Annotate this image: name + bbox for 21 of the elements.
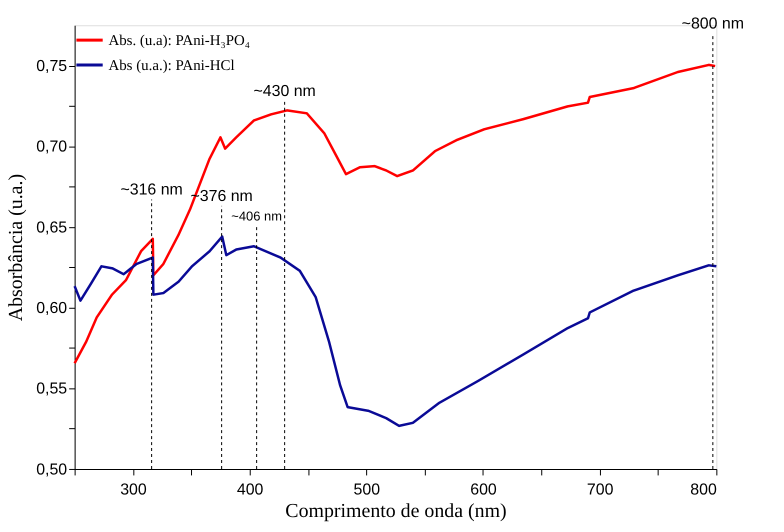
x-tick-label: 500 [354, 481, 380, 498]
y-tick-label: 0,50 [36, 461, 68, 478]
legend-label: Abs (u.a.): PAni-HCl [108, 58, 235, 74]
x-tick-label: 700 [586, 481, 614, 498]
y-tick-label: 0,65 [36, 219, 68, 236]
legend-label: Abs. (u.a): PAni-H₃PO₄ [108, 33, 250, 50]
annotation: ~800 nm [682, 15, 744, 32]
y-axis-title: Absorbância (u.a.) [5, 174, 28, 322]
y-tick-label: 0,55 [36, 380, 68, 398]
y-tick-label: 0,70 [36, 138, 68, 156]
x-tick-label: 400 [236, 481, 264, 498]
x-tick-label: 600 [470, 481, 497, 498]
y-tick-label: 0,75 [36, 58, 68, 76]
line-series [73, 235, 718, 428]
annotation: ~406 nm [231, 208, 282, 224]
y-tick-label: 0,60 [36, 300, 68, 318]
annotation: ~316 nm [120, 182, 183, 199]
x-axis-title: Comprimento de onda (nm) [285, 500, 507, 522]
x-tick-label: 800 [690, 481, 717, 498]
annotation: ~430 nm [253, 83, 316, 100]
x-tick-label: 300 [120, 481, 147, 498]
